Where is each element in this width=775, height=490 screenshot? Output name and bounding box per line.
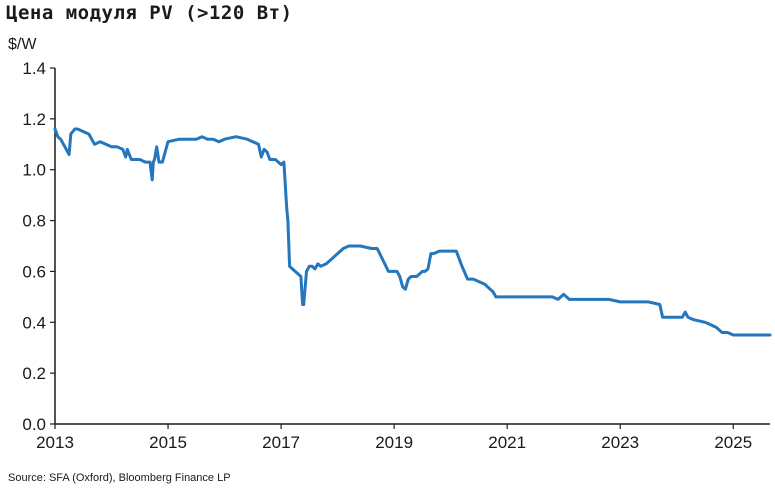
x-tick-label: 2017 <box>262 433 300 452</box>
y-tick-label: 0.4 <box>22 313 46 332</box>
series-group <box>53 127 772 337</box>
y-tick-label: 1.4 <box>22 59 46 78</box>
y-tick-label: 0.8 <box>22 212 46 231</box>
y-tick-label: 0.0 <box>22 415 46 434</box>
y-tick-label: 1.0 <box>22 161 46 180</box>
y-tick-label: 0.2 <box>22 364 46 383</box>
chart-axes <box>54 68 770 425</box>
price-series-line <box>53 127 772 337</box>
source-note: Source: SFA (Oxford), Bloomberg Finance … <box>8 472 231 484</box>
y-axis-unit-label: $/W <box>8 36 37 53</box>
chart-title: Цена модуля PV (>120 Вт) <box>6 2 293 24</box>
x-tick-label: 2025 <box>714 433 752 452</box>
y-tick-label: 1.2 <box>22 110 46 129</box>
y-axis-ticks: 0.0 0.2 0.4 0.6 0.8 1.0 1.2 1.4 <box>22 59 55 434</box>
x-tick-label: 2021 <box>488 433 526 452</box>
x-axis-ticks: 2013 2015 2017 2019 2021 2023 2025 <box>36 424 752 452</box>
x-tick-label: 2013 <box>36 433 74 452</box>
x-tick-label: 2015 <box>149 433 187 452</box>
y-tick-label: 0.6 <box>22 262 46 281</box>
x-tick-label: 2019 <box>375 433 413 452</box>
x-tick-label: 2023 <box>601 433 639 452</box>
